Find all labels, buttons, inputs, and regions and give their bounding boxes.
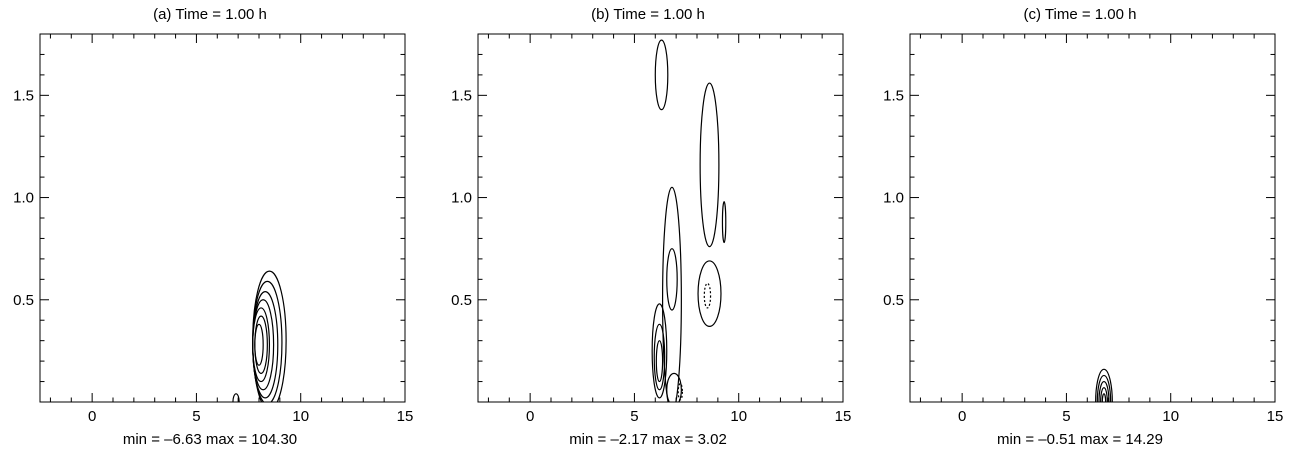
contour-line	[699, 82, 720, 248]
x-tick-label: 10	[292, 408, 309, 425]
x-tick-label: 5	[1062, 408, 1070, 425]
y-tick-label: 0.5	[883, 292, 904, 309]
plot-frame	[477, 33, 844, 403]
contour-group	[651, 39, 727, 402]
contour-line	[697, 260, 722, 327]
contour-line	[651, 303, 668, 399]
panel-c: (c) Time = 1.00 h 0 5 10 15 0.5 1.0 1.5 min = …	[870, 0, 1290, 458]
x-tick-label: 5	[192, 408, 200, 425]
min-max-annotation: min = –6.63 max = 104.30	[122, 431, 298, 448]
y-tick-label: 0.5	[451, 292, 472, 309]
contour-line	[1096, 374, 1112, 402]
contour-line	[254, 323, 264, 366]
y-tick-label: 1.0	[13, 190, 34, 207]
contour-plot: 0 5 10 15 0.5 1.0 1.5	[13, 33, 414, 425]
plot-frame	[909, 33, 1276, 403]
contour-line	[653, 323, 666, 391]
contour-group	[232, 270, 287, 402]
x-tick-label: 0	[526, 408, 534, 425]
x-tick-label: 15	[1267, 408, 1284, 425]
y-tick-label: 1.5	[451, 87, 472, 104]
panel-title: (c) Time = 1.00 h	[1023, 6, 1137, 23]
x-tick-label: 15	[397, 408, 414, 425]
contour-line	[1098, 380, 1110, 402]
min-max-annotation: min = –2.17 max = 3.02	[569, 431, 727, 448]
y-tick-label: 1.0	[451, 190, 472, 207]
y-tick-label: 0.5	[13, 292, 34, 309]
contour-plot: 0 5 10 15 0.5 1.0 1.5	[883, 33, 1284, 425]
contour-group	[1095, 368, 1113, 402]
contour-plot: 0 5 10 15 0.5 1.0 1.5	[451, 33, 852, 425]
panel-a: (a) Time = 1.00 h 0 5 10 15 0.5 1.0 1.5 min = …	[0, 0, 420, 458]
plot-frame	[39, 33, 406, 403]
contour-line	[254, 315, 268, 374]
y-tick-label: 1.0	[883, 190, 904, 207]
x-tick-label: 0	[958, 408, 966, 425]
y-tick-label: 1.5	[13, 87, 34, 104]
contour-line	[654, 39, 669, 111]
contour-line	[661, 186, 682, 402]
min-max-annotation: min = –0.51 max = 14.29	[997, 431, 1163, 448]
panel-b: (b) Time = 1.00 h 0 5 10 15 0.5 1.0 1.5 min = …	[438, 0, 858, 458]
x-tick-label: 0	[88, 408, 96, 425]
contour-line	[1100, 387, 1108, 402]
contour-line-dashed	[703, 282, 712, 309]
panel-title: (a) Time = 1.00 h	[153, 6, 267, 23]
x-tick-label: 10	[730, 408, 747, 425]
contour-line-dashed	[677, 383, 684, 401]
y-tick-label: 1.5	[883, 87, 904, 104]
contour-line	[721, 201, 727, 244]
x-tick-label: 10	[1162, 408, 1179, 425]
panel-title: (b) Time = 1.00 h	[591, 6, 705, 23]
x-tick-label: 15	[835, 408, 852, 425]
contour-line	[655, 340, 664, 383]
contour-line	[666, 248, 678, 311]
contour-line	[1095, 368, 1113, 402]
x-tick-label: 5	[630, 408, 638, 425]
contour-line	[252, 307, 271, 383]
contour-line	[232, 393, 240, 402]
contour-line	[1101, 393, 1107, 402]
contour-line	[666, 372, 682, 402]
